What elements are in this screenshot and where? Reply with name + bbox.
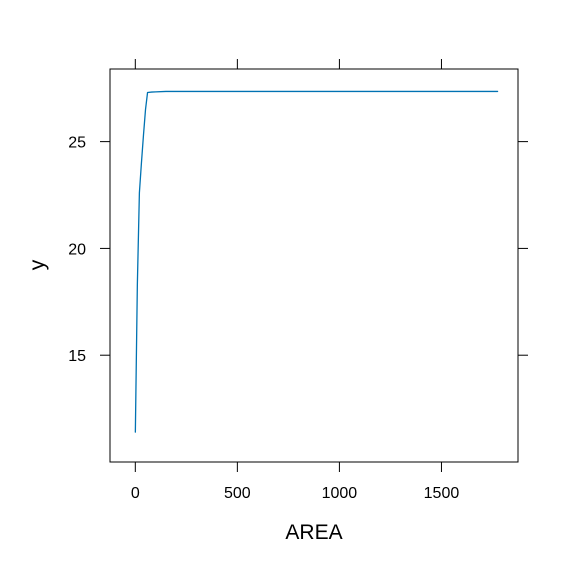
series-layer — [134, 90, 499, 433]
x-tick-label: 0 — [131, 485, 140, 502]
x-tick-label: 1500 — [424, 485, 460, 502]
series-line — [134, 90, 499, 433]
x-tick-label: 1000 — [322, 485, 358, 502]
plot-frame — [109, 68, 519, 463]
y-axis-title: y — [26, 259, 49, 270]
x-tick-label: 500 — [224, 485, 251, 502]
y-tick-label: 20 — [68, 241, 86, 258]
x-axis-title: AREA — [285, 521, 342, 544]
ticks-layer: 0 500 1000 1500 15 20 25 — [68, 59, 528, 502]
y-tick-label: 25 — [68, 135, 86, 152]
y-tick-label: 15 — [68, 348, 86, 365]
